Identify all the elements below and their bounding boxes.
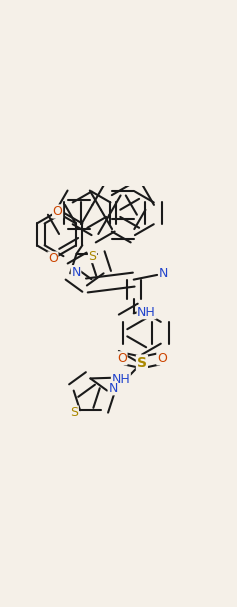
Text: S: S [137, 356, 147, 370]
Text: O: O [53, 205, 63, 218]
Text: NH: NH [137, 306, 156, 319]
Text: S: S [89, 249, 96, 263]
Text: O: O [157, 352, 167, 365]
Text: N: N [71, 266, 81, 279]
Text: NH: NH [111, 373, 130, 386]
Text: N: N [108, 382, 118, 395]
Text: N: N [159, 267, 169, 280]
Text: O: O [117, 352, 127, 365]
Text: O: O [48, 252, 58, 265]
Text: S: S [70, 406, 78, 419]
